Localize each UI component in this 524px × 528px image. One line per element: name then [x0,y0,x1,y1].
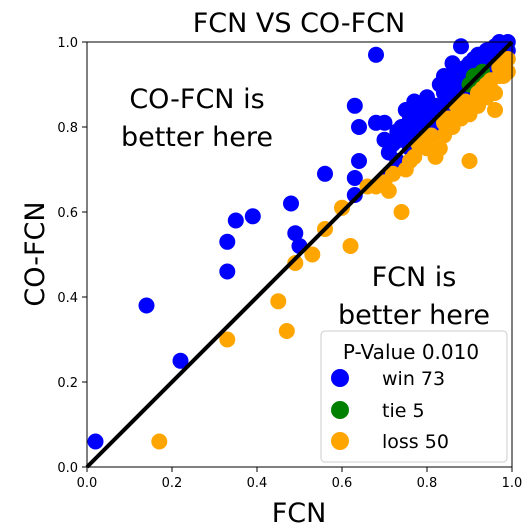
x-tick-label-1: 0.2 [162,476,183,491]
reference-line [85,40,514,469]
point-loss-5 [304,246,321,263]
point-win-13 [351,153,367,169]
point-loss-1 [219,331,236,348]
annotation-fcn-better: FCN is better here [338,262,490,331]
point-win-3 [219,263,236,280]
point-loss-49 [478,76,495,93]
point-loss-33 [423,127,440,144]
point-win-1 [138,297,155,314]
legend-label-tie: tie 5 [382,400,425,422]
point-loss-0 [151,433,168,450]
point-loss-3 [278,323,295,339]
point-win-14 [346,97,363,114]
legend-title: P-Value 0.010 [343,340,479,364]
legend: P-Value 0.010 win 73 tie 5 loss 50 [320,330,508,463]
point-win-10 [317,165,333,182]
plot-frame [86,41,513,468]
annotation-fcn-line-1: FCN is [372,262,457,293]
point-win-12 [346,170,363,186]
y-tick-label-0: 0.0 [57,461,78,476]
point-loss-18 [431,140,448,157]
y-tick-label-1: 0.2 [57,376,78,391]
point-win-6 [244,208,261,225]
point-loss-7 [334,199,350,216]
point-loss-12 [393,204,410,220]
legend-box [320,330,508,463]
x-tick-label-0: 0.0 [77,476,98,491]
point-loss-47 [499,63,516,80]
point-loss-2 [270,293,287,310]
point-loss-48 [461,106,478,123]
x-tick-label-5: 1.0 [502,476,523,491]
legend-marker-loss [331,432,349,450]
legend-label-win: win 73 [382,368,445,390]
point-win-45 [453,38,469,55]
y-tick-label-3: 0.6 [57,206,78,221]
point-loss-22 [461,153,478,169]
point-loss-31 [402,153,418,169]
point-win-5 [227,212,244,229]
x-axis-label: FCN [272,498,327,528]
point-win-17 [368,46,384,63]
legend-label-loss: loss 50 [382,431,449,453]
point-win-19 [376,114,393,131]
chart-title: FCN VS CO-FCN [193,8,406,39]
point-loss-4 [287,255,304,271]
annotation-cofcn-line-1: CO-FCN is [129,84,264,115]
legend-marker-tie [331,401,349,419]
annotation-fcn-line-2: better here [338,300,490,331]
annotation-cofcn-line-2: better here [121,122,273,153]
point-loss-8 [342,238,359,254]
point-win-15 [351,119,367,135]
point-win-11 [346,187,363,203]
x-tick-label-4: 0.8 [417,476,438,491]
point-win-7 [283,195,299,212]
data-layer [87,34,516,450]
point-win-4 [219,233,236,250]
y-tick-label-2: 0.4 [57,291,78,306]
axes-layer: 0.0 0.2 0.4 0.6 0.8 1.0 0.0 0.2 0.4 0.6 0.8 1.0 [57,36,522,491]
x-tick-label-2: 0.4 [247,476,268,491]
point-loss-41 [385,165,401,182]
point-win-2 [172,352,189,369]
point-loss-27 [487,102,503,118]
point-tie-4 [465,68,482,84]
x-tick-label-3: 0.6 [332,476,353,491]
annotation-cofcn-better: CO-FCN is better here [121,84,273,153]
point-win-0 [87,433,104,450]
y-axis-label: CO-FCN [20,201,51,306]
y-tick-label-4: 0.8 [57,121,78,136]
point-loss-11 [380,182,397,199]
point-win-72 [406,93,423,110]
point-win-8 [287,225,304,242]
legend-marker-win [331,369,349,387]
point-loss-42 [436,114,452,131]
y-tick-label-5: 1.0 [57,36,78,51]
point-win-35 [427,97,444,114]
